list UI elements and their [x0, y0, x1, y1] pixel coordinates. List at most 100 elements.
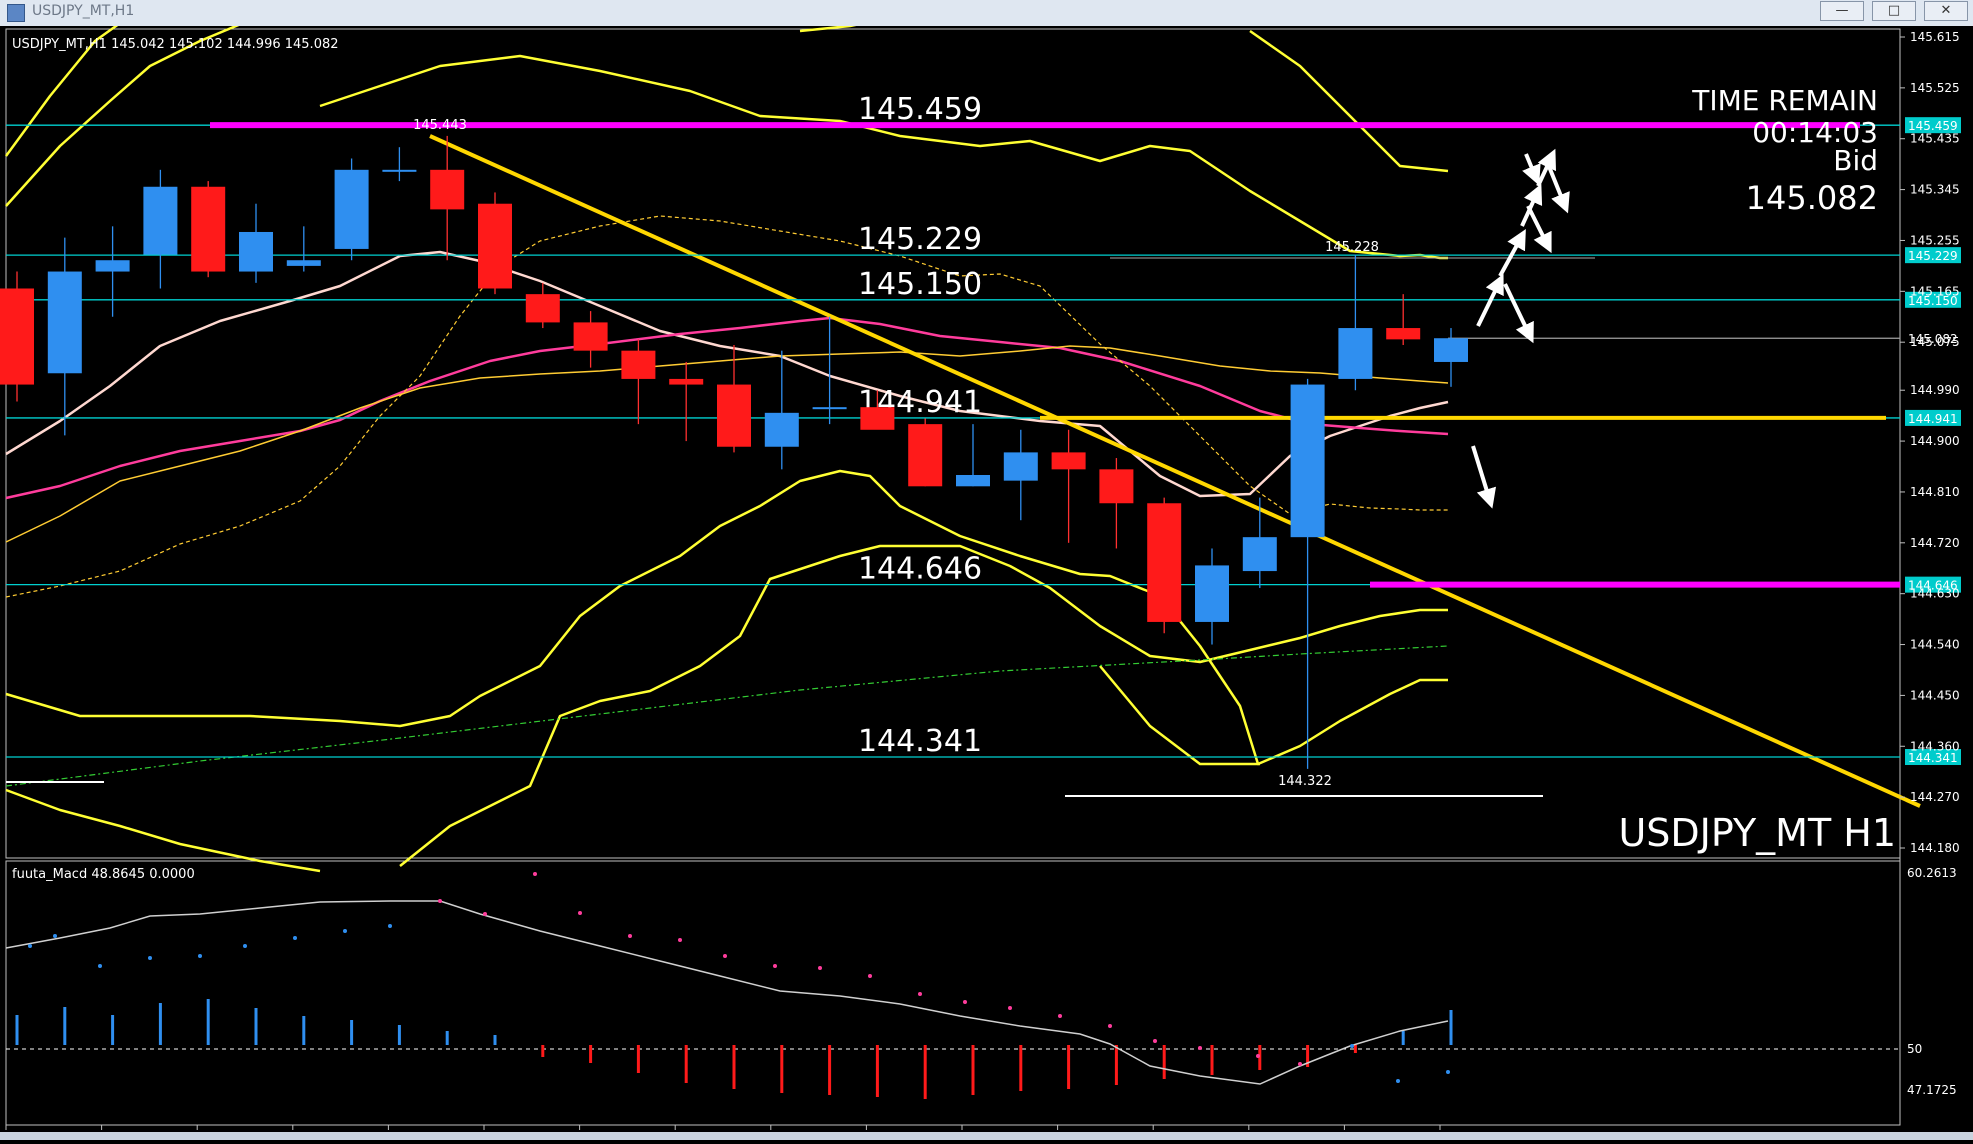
- bollinger-top-a: [319, 54, 1448, 260]
- candle-bearish: [430, 169, 465, 210]
- y-tick-label: 144.540: [1910, 638, 1960, 652]
- direction-arrow: [1476, 273, 1504, 327]
- macd-dot: [1058, 1014, 1062, 1018]
- macd-dot: [1008, 1006, 1012, 1010]
- axis-badge-145-459: [1905, 117, 1961, 134]
- y-tick-label: 144.270: [1910, 790, 1960, 804]
- y-tick-label: 145.165: [1910, 284, 1960, 298]
- long-moving-average: [5, 645, 1449, 787]
- axis-badge-145-150: [1905, 291, 1961, 308]
- macd-scale-top: 60.2613: [1907, 866, 1957, 880]
- macd-dot: [578, 911, 582, 915]
- axis-badge-label-145-082: 145.082: [1908, 332, 1958, 346]
- macd-dot: [918, 992, 922, 996]
- chart-watermark: USDJPY_MT H1: [1618, 811, 1896, 855]
- candle-bullish: [382, 169, 417, 172]
- window-title: USDJPY_MT,H1: [32, 3, 135, 19]
- maximize-button[interactable]: □: [1872, 1, 1916, 21]
- bid-label: Bid: [1833, 144, 1878, 177]
- macd-dot: [678, 938, 682, 942]
- candle-bullish: [1242, 537, 1277, 572]
- macd-dot: [293, 936, 297, 940]
- macd-dot: [1298, 1062, 1302, 1066]
- macd-dot: [388, 924, 392, 928]
- chart-window-icon: [7, 4, 25, 22]
- candle-bullish: [812, 407, 847, 410]
- bid-value: 145.082: [1746, 179, 1878, 217]
- y-tick-label: 144.630: [1910, 587, 1960, 601]
- candle-bullish: [239, 231, 273, 272]
- macd-dot: [483, 912, 487, 916]
- y-tick-label: 145.075: [1910, 335, 1960, 349]
- time-remain-value: 00:14:03: [1752, 116, 1878, 149]
- candle-bullish: [1003, 452, 1038, 481]
- y-tick-label: 144.990: [1910, 383, 1960, 397]
- macd-dot: [818, 966, 822, 970]
- macd-dot: [148, 956, 152, 960]
- axis-badge-label-145-150: 145.150: [1908, 294, 1958, 308]
- y-tick-label: 144.360: [1910, 739, 1960, 753]
- moving-average-orange: [5, 345, 1449, 543]
- macd-dot: [773, 964, 777, 968]
- candle-bearish: [1147, 503, 1182, 622]
- level-label-145-150: 145.150: [858, 267, 982, 302]
- macd-dot: [1153, 1039, 1157, 1043]
- high-price-label: 145.443: [413, 118, 467, 133]
- candle-bullish: [956, 474, 990, 487]
- candle-bullish: [334, 169, 369, 249]
- macd-signal-line: [5, 900, 1449, 1085]
- axis-badge-145-229: [1905, 247, 1961, 264]
- macd-dot: [868, 974, 872, 978]
- direction-arrow: [1522, 153, 1541, 186]
- axis-badge-label-144-646: 144.646: [1908, 579, 1958, 593]
- candle-bullish: [764, 412, 799, 447]
- macd-dot: [1256, 1054, 1260, 1058]
- moving-average-dotted: [5, 215, 1448, 598]
- y-tick-label: 145.255: [1910, 233, 1960, 247]
- candle-bullish: [1195, 565, 1229, 622]
- macd-dot: [628, 934, 632, 938]
- swing-low-label: 144.322: [1278, 774, 1332, 789]
- macd-dot: [53, 934, 57, 938]
- descending-trendline: [429, 134, 1921, 808]
- minimize-button[interactable]: —: [1820, 1, 1864, 21]
- y-tick-label: 144.450: [1910, 688, 1960, 702]
- bollinger-upper-inner: [4, 14, 131, 157]
- candle-bullish: [1338, 328, 1373, 379]
- axis-badge-label-145-229: 145.229: [1908, 249, 1958, 263]
- macd-dot: [533, 872, 537, 876]
- candle-bearish: [1386, 328, 1421, 340]
- direction-arrow: [1526, 205, 1552, 254]
- candle-bearish: [1051, 452, 1086, 470]
- candle-bearish: [717, 384, 751, 447]
- chart-canvas[interactable]: 145.459 145.459 145.229 145.229 145.150 145.1…: [0, 14, 1973, 1144]
- level-label-144-646: 144.646: [858, 552, 982, 587]
- macd-dot: [343, 929, 347, 933]
- macd-dot: [28, 944, 32, 948]
- macd-dot: [963, 1000, 967, 1004]
- macd-dot: [98, 964, 102, 968]
- macd-dot: [723, 954, 727, 958]
- direction-arrow: [1471, 445, 1497, 509]
- candle-bullish: [1434, 338, 1468, 362]
- level-label-145-459: 145.459: [858, 92, 982, 127]
- level-label-145-229: 145.229: [858, 222, 982, 257]
- candle-bearish: [621, 350, 656, 379]
- moving-average-magenta: [5, 316, 1449, 500]
- chart-header: USDJPY_MT,H1 145.042 145.102 144.996 145…: [12, 37, 339, 52]
- close-button[interactable]: ✕: [1924, 1, 1968, 21]
- axis-badge-144-341: [1905, 749, 1961, 766]
- axis-badge-label-144-941: 144.941: [1908, 412, 1958, 426]
- bollinger-top-c: [1249, 29, 1449, 173]
- bollinger-upper-outer: [5, 14, 261, 207]
- y-tick-label: 145.345: [1910, 183, 1960, 197]
- candle-bearish: [908, 424, 943, 487]
- candle-bearish: [1099, 469, 1134, 504]
- candle-bearish: [525, 294, 560, 323]
- bollinger-lower-d: [1099, 665, 1260, 766]
- candle-bullish: [95, 260, 130, 272]
- y-tick-label: 145.435: [1910, 132, 1960, 146]
- candle-bullish: [47, 271, 82, 374]
- y-tick-label: 144.810: [1910, 485, 1960, 499]
